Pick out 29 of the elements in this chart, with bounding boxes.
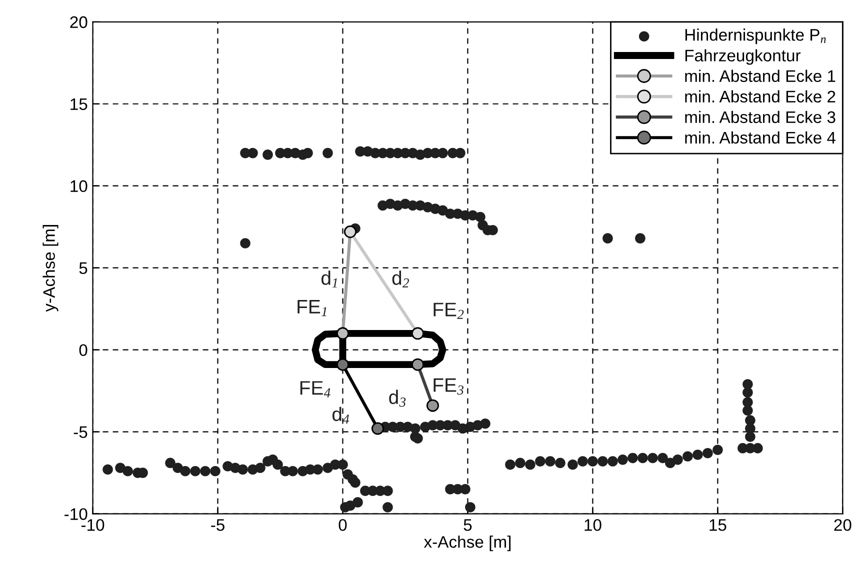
y-tick-label: -5 (74, 426, 88, 438)
y-tick-label: 20 (70, 16, 88, 28)
y-tick-label: 15 (70, 98, 88, 110)
legend-label: min. Abstand Ecke 1 (685, 70, 836, 82)
legend-label: Fahrzeugkontur (685, 49, 801, 65)
x-tick-label: 15 (710, 519, 726, 531)
annotation: FE$_{1}$ (298, 300, 326, 316)
legend-label: Hindernispunkte P$_{n}$ (685, 28, 826, 44)
legend-label: min. Abstand Ecke 2 (685, 90, 836, 103)
x-tick-label: 0 (338, 519, 347, 531)
annotation: d$_{2}$ (392, 270, 409, 288)
y-tick-label: 5 (79, 262, 88, 274)
x-tick-label: 20 (834, 519, 852, 531)
y-tick-label: -10 (64, 508, 88, 520)
x-tick-label: -5 (211, 519, 224, 531)
x-tick-label: 10 (584, 519, 602, 531)
annotation: d$_{1}$ (322, 270, 337, 288)
x-axis-title: x-Achse [m] (424, 536, 511, 552)
y-tick-label: 0 (79, 344, 88, 356)
annotation: FE$_{2}$ (434, 302, 464, 319)
legend-label: min. Abstand Ecke 3 (685, 110, 836, 124)
y-axis-title: y-Achse [m] (42, 225, 58, 312)
y-tick-label: 10 (70, 180, 88, 192)
x-tick-label: 5 (464, 519, 472, 531)
legend-label: min. Abstand Ecke 4 (685, 131, 836, 144)
annotation: FE$_{3}$ (434, 378, 464, 395)
annotation: d$_{4}$ (332, 406, 350, 424)
annotation: FE$_{4}$ (300, 381, 330, 398)
annotation: d$_{3}$ (389, 390, 406, 407)
